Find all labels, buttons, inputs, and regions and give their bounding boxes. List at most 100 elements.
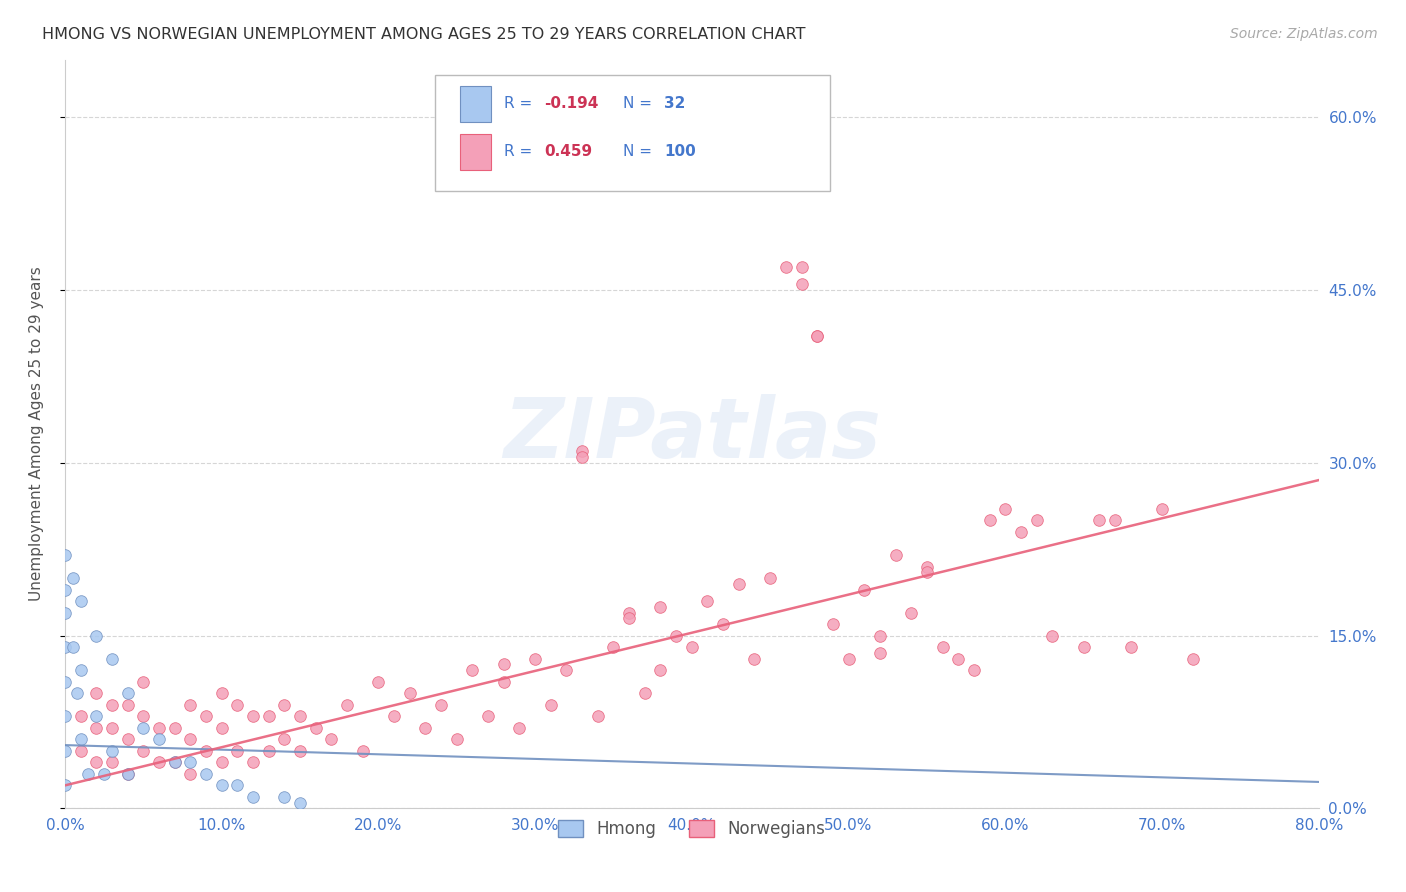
Point <box>226 698 249 712</box>
Y-axis label: Unemployment Among Ages 25 to 29 years: Unemployment Among Ages 25 to 29 years <box>30 267 44 601</box>
Point <box>681 640 703 655</box>
Text: R =: R = <box>503 95 537 111</box>
Point <box>979 513 1001 527</box>
Point <box>477 709 499 723</box>
Text: 32: 32 <box>664 95 686 111</box>
Point <box>273 732 295 747</box>
Point <box>336 698 359 712</box>
Point <box>821 617 844 632</box>
Point <box>853 582 876 597</box>
Point <box>66 686 89 700</box>
Point <box>163 756 186 770</box>
Point <box>211 721 233 735</box>
Point <box>1182 651 1205 665</box>
Point <box>101 756 124 770</box>
Point <box>69 594 91 608</box>
Point <box>321 732 343 747</box>
Point <box>211 686 233 700</box>
Point <box>211 756 233 770</box>
Point <box>84 721 107 735</box>
Point <box>194 767 217 781</box>
Point <box>226 778 249 792</box>
Point <box>194 709 217 723</box>
Point <box>117 732 139 747</box>
Text: 0.459: 0.459 <box>544 145 592 159</box>
Point <box>492 674 515 689</box>
Point <box>148 756 170 770</box>
Point <box>869 629 891 643</box>
Point <box>117 767 139 781</box>
Text: N =: N = <box>623 95 657 111</box>
Point <box>69 709 91 723</box>
Text: 100: 100 <box>664 145 696 159</box>
Point <box>257 709 280 723</box>
Point <box>101 698 124 712</box>
Point <box>69 663 91 677</box>
Point <box>62 640 84 655</box>
Text: R =: R = <box>503 145 537 159</box>
Point <box>242 709 264 723</box>
Point <box>179 698 201 712</box>
Point <box>711 617 734 632</box>
Point <box>84 686 107 700</box>
Point <box>53 674 76 689</box>
Point <box>617 606 640 620</box>
Point <box>571 450 593 464</box>
Point <box>132 674 155 689</box>
Point <box>461 663 484 677</box>
Point <box>869 646 891 660</box>
Point <box>77 767 100 781</box>
Point <box>838 651 860 665</box>
Point <box>727 576 749 591</box>
Point <box>696 594 718 608</box>
Bar <box>460 135 491 170</box>
Point <box>524 651 547 665</box>
Point <box>148 732 170 747</box>
Point <box>900 606 922 620</box>
Point <box>53 548 76 562</box>
Point <box>790 260 813 274</box>
Point <box>53 606 76 620</box>
Point <box>179 732 201 747</box>
Point <box>84 629 107 643</box>
Point <box>492 657 515 672</box>
Point <box>288 709 311 723</box>
Point <box>555 663 578 677</box>
Point <box>727 87 749 102</box>
Point <box>179 756 201 770</box>
Point <box>352 744 374 758</box>
Point <box>62 571 84 585</box>
Point <box>775 260 797 274</box>
Point <box>994 502 1017 516</box>
Point <box>117 767 139 781</box>
Point <box>101 744 124 758</box>
Point <box>101 721 124 735</box>
Point <box>571 444 593 458</box>
Point <box>931 640 953 655</box>
Point <box>446 732 468 747</box>
Point <box>132 709 155 723</box>
Point <box>1040 629 1063 643</box>
Text: ZIPatlas: ZIPatlas <box>503 393 880 475</box>
Point <box>1150 502 1173 516</box>
Point <box>1073 640 1095 655</box>
Point <box>288 744 311 758</box>
Legend: Hmong, Norwegians: Hmong, Norwegians <box>551 814 832 845</box>
Point <box>148 721 170 735</box>
Text: Source: ZipAtlas.com: Source: ZipAtlas.com <box>1230 27 1378 41</box>
Point <box>617 611 640 625</box>
Point <box>257 744 280 758</box>
Point <box>948 651 970 665</box>
Point <box>179 767 201 781</box>
Point <box>53 744 76 758</box>
Point <box>132 744 155 758</box>
Point <box>634 686 657 700</box>
Point <box>93 767 115 781</box>
Point <box>53 640 76 655</box>
Point <box>53 709 76 723</box>
Point <box>806 329 828 343</box>
Point <box>194 744 217 758</box>
Point <box>398 686 420 700</box>
Point <box>163 756 186 770</box>
Point <box>382 709 405 723</box>
